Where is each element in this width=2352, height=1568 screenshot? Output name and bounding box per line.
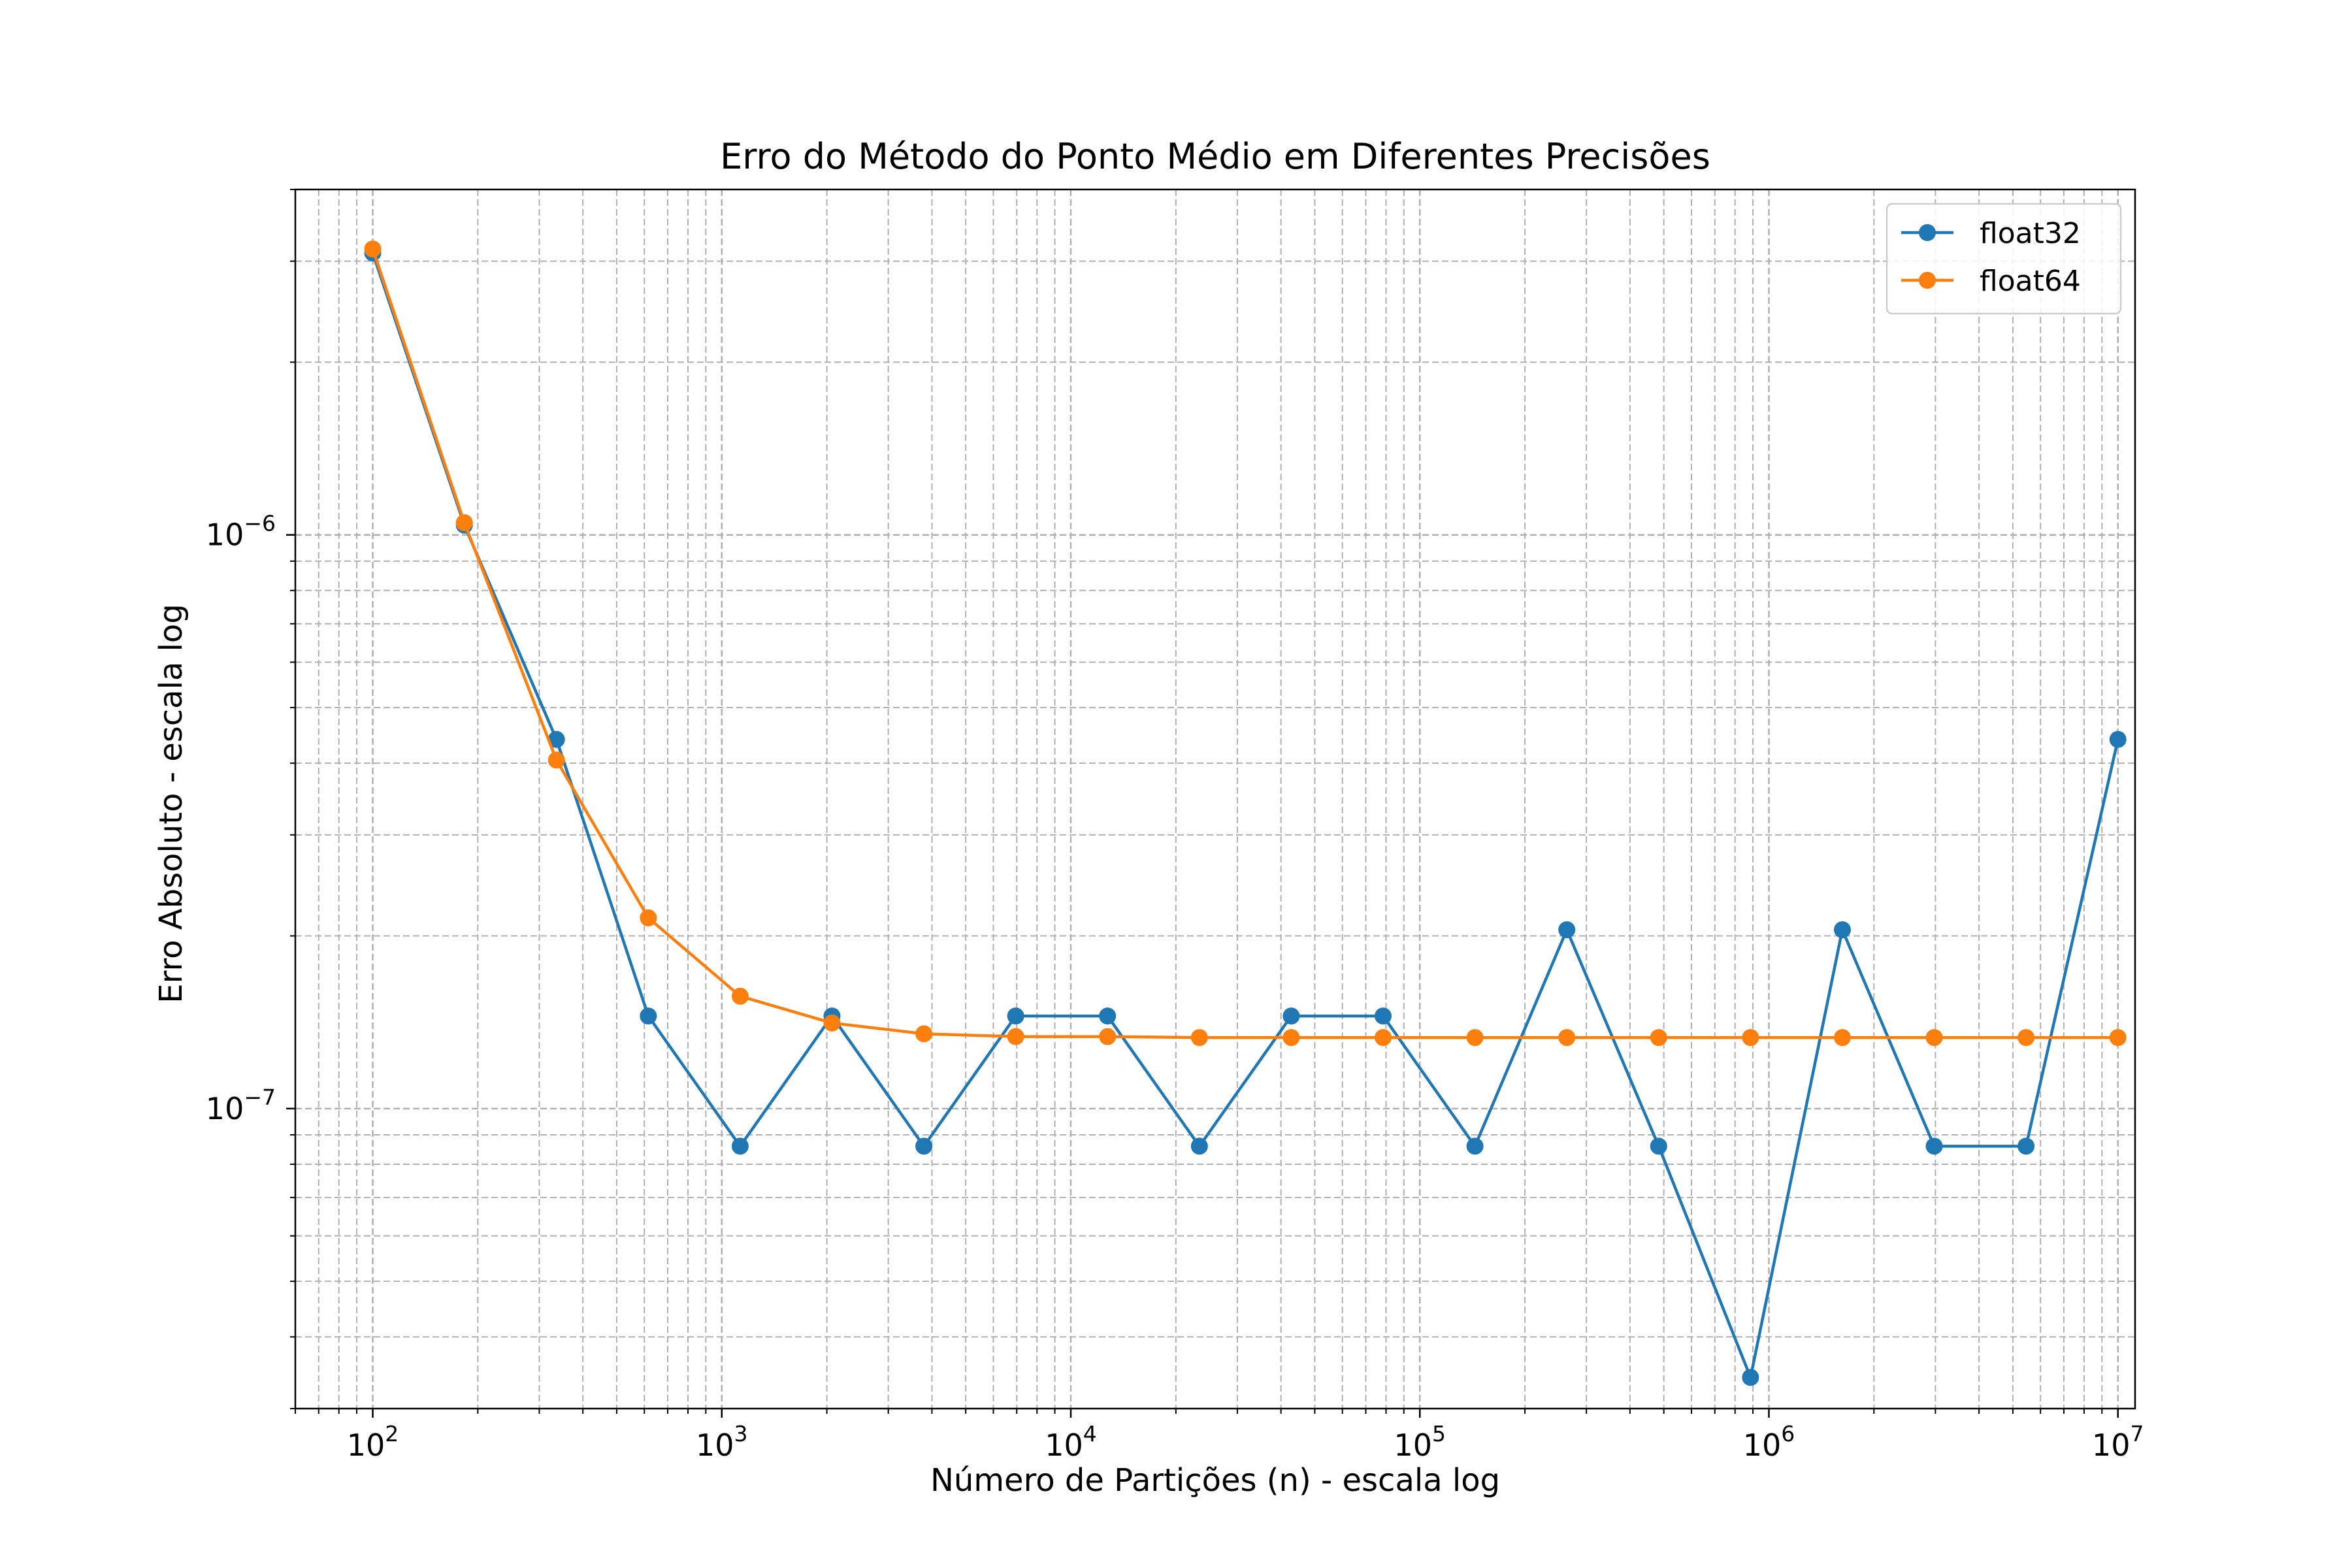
data-point-float32: [640, 1007, 657, 1025]
legend-label-float32: float32: [1980, 217, 2081, 250]
data-point-float32: [731, 1137, 749, 1155]
data-point-float32: [1282, 1007, 1300, 1025]
y-axis-label: Erro Absoluto - escala log: [153, 604, 189, 1004]
x-tick-label: 103: [696, 1421, 748, 1463]
data-point-float32: [1742, 1369, 1759, 1386]
data-point-float32: [1099, 1007, 1117, 1025]
y-tick-label: 10−6: [206, 511, 276, 553]
plot-area-frame: [294, 188, 2136, 1410]
data-point-float64: [547, 751, 565, 769]
legend: float32 float64: [1886, 203, 2122, 315]
data-point-float32: [1007, 1007, 1024, 1025]
data-point-float64: [1558, 1029, 1576, 1047]
data-point-float64: [1925, 1029, 1943, 1047]
data-point-float64: [2109, 1029, 2127, 1047]
x-tick-label: 104: [1045, 1421, 1097, 1463]
x-tick-label: 106: [1743, 1421, 1795, 1463]
data-point-float32: [2109, 730, 2127, 748]
data-point-float32: [915, 1137, 933, 1155]
data-point-float64: [640, 909, 657, 926]
data-point-float64: [2017, 1029, 2035, 1047]
data-point-float32: [1558, 921, 1576, 939]
data-point-float32: [1190, 1137, 1208, 1155]
data-point-float64: [1282, 1029, 1300, 1047]
axis-ticks: 102 103 104 105 106 107 10−7 10−6: [206, 189, 2144, 1463]
legend-marker-float32: [1919, 224, 1936, 241]
data-point-float32: [1650, 1137, 1667, 1155]
chart-title: Erro do Método do Ponto Médio em Diferen…: [720, 136, 1710, 177]
x-tick-label: 105: [1394, 1421, 1446, 1463]
x-axis-label: Número de Partições (n) - escala log: [930, 1462, 1500, 1499]
legend-label-float64: float64: [1980, 265, 2081, 298]
legend-marker-float64: [1919, 272, 1936, 289]
data-point-float64: [455, 514, 473, 532]
series-layer: [364, 240, 2127, 1386]
data-point-float32: [1466, 1137, 1484, 1155]
x-tick-label: 102: [347, 1421, 399, 1463]
data-point-float64: [1650, 1029, 1667, 1047]
data-point-float32: [1833, 921, 1851, 939]
data-point-float64: [915, 1025, 933, 1043]
grid-lines: [295, 189, 2135, 1409]
data-point-float64: [731, 987, 749, 1005]
data-point-float64: [1833, 1029, 1851, 1047]
data-point-float32: [1925, 1137, 1943, 1155]
data-point-float64: [1466, 1029, 1484, 1047]
data-point-float64: [1007, 1028, 1024, 1045]
series-line-float64: [371, 248, 2118, 1039]
data-point-float32: [1374, 1007, 1392, 1025]
x-tick-label: 107: [2092, 1421, 2144, 1463]
y-tick-label: 10−7: [206, 1085, 276, 1126]
data-point-float64: [1190, 1029, 1208, 1047]
data-point-float64: [364, 240, 382, 258]
data-point-float32: [547, 730, 565, 748]
data-point-float32: [2017, 1137, 2035, 1155]
data-point-float64: [1742, 1029, 1759, 1047]
series-line-float32: [371, 252, 2119, 1379]
data-point-float64: [1374, 1029, 1392, 1047]
data-point-float64: [1099, 1028, 1117, 1045]
data-point-float64: [823, 1014, 841, 1032]
